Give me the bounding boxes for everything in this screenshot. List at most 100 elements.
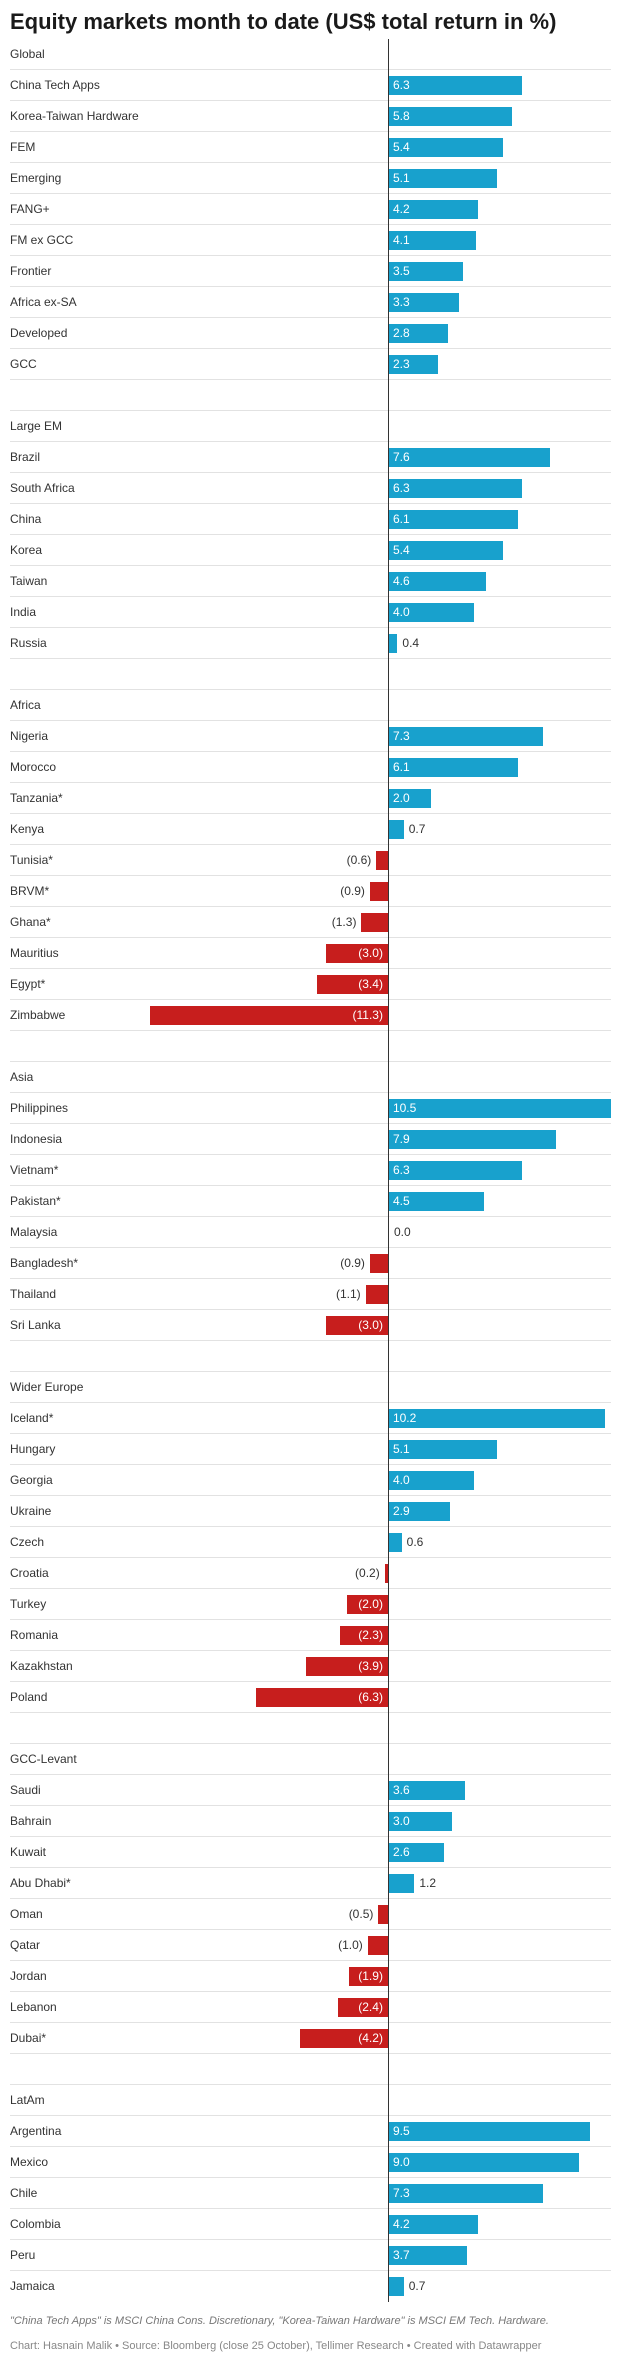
bar-taiwan	[388, 572, 487, 591]
bar-row-czech: Czech 0.6	[0, 1527, 620, 1558]
bar-jamaica	[388, 2277, 404, 2296]
row-label-thailand: Thailand	[10, 1287, 57, 1301]
value-label-argentina: 9.5	[392, 2124, 410, 2138]
bar-korea	[388, 541, 504, 560]
bar-row-dubai: Dubai* (4.2)	[0, 2023, 620, 2054]
bar-row-georgia: Georgia 4.0	[0, 1465, 620, 1496]
row-label-zimbabwe: Zimbabwe	[10, 1008, 66, 1022]
value-label-frontier: 3.5	[392, 264, 410, 278]
value-label-morocco: 6.1	[392, 760, 410, 774]
bar-row-south-africa: South Africa 6.3	[0, 473, 620, 504]
value-label-iceland: 10.2	[392, 1411, 417, 1425]
spacer-row	[0, 2054, 620, 2085]
bar-jordan	[348, 1967, 389, 1986]
row-label-tunisia: Tunisia*	[10, 853, 53, 867]
row-label-nigeria: Nigeria	[10, 729, 49, 743]
chart-notes: "China Tech Apps" is MSCI China Cons. Di…	[10, 2315, 549, 2327]
row-label-croatia: Croatia	[10, 1566, 49, 1580]
bar-row-mexico: Mexico 9.0	[0, 2147, 620, 2178]
bar-row-qatar: Qatar (1.0)	[0, 1930, 620, 1961]
bar-iceland	[388, 1409, 605, 1428]
bar-peru	[388, 2246, 468, 2265]
bar-georgia	[388, 1471, 474, 1490]
group-header-asia: Asia	[10, 1070, 34, 1084]
bar-frontier	[388, 262, 463, 281]
row-label-emerging: Emerging	[10, 171, 62, 185]
bar-zimbabwe	[150, 1006, 389, 1025]
bar-row-colombia: Colombia 4.2	[0, 2209, 620, 2240]
group-header-latam: LatAm	[10, 2093, 45, 2107]
value-label-emerging: 5.1	[392, 171, 410, 185]
value-label-fang: 4.2	[392, 202, 410, 216]
bar-row-romania: Romania (2.3)	[0, 1620, 620, 1651]
value-label-romania: (2.3)	[358, 1628, 383, 1642]
bar-romania	[340, 1626, 389, 1645]
row-label-argentina: Argentina	[10, 2124, 62, 2138]
bar-row-hungary: Hungary 5.1	[0, 1434, 620, 1465]
bar-row-china-tech-apps: China Tech Apps 6.3	[0, 70, 620, 101]
value-label-mexico: 9.0	[392, 2155, 410, 2169]
value-label-africa-ex-sa: 3.3	[392, 295, 410, 309]
bar-row-indonesia: Indonesia 7.9	[0, 1124, 620, 1155]
bar-row-fang: FANG+ 4.2	[0, 194, 620, 225]
bar-africa-ex-sa	[388, 293, 459, 312]
value-label-tunisia: (0.6)	[346, 853, 372, 867]
value-label-croatia: (0.2)	[355, 1566, 380, 1580]
bar-croatia	[384, 1564, 389, 1583]
bar-row-vietnam: Vietnam* 6.3	[0, 1155, 620, 1186]
bar-row-russia: Russia 0.4	[0, 628, 620, 659]
row-label-gcc: GCC	[10, 357, 37, 371]
bar-row-nigeria: Nigeria 7.3	[0, 721, 620, 752]
bar-row-korea-taiwan-hardware: Korea-Taiwan Hardware 5.8	[0, 101, 620, 132]
bar-argentina	[388, 2122, 590, 2141]
value-label-bahrain: 3.0	[392, 1814, 410, 1828]
row-label-china-tech-apps: China Tech Apps	[10, 78, 100, 92]
row-label-colombia: Colombia	[10, 2217, 61, 2231]
value-label-vietnam: 6.3	[392, 1163, 410, 1177]
row-label-iceland: Iceland*	[10, 1411, 54, 1425]
value-label-fm-ex-gcc: 4.1	[392, 233, 410, 247]
bar-brazil	[388, 448, 550, 467]
bar-row-tunisia: Tunisia* (0.6)	[0, 845, 620, 876]
row-label-saudi: Saudi	[10, 1783, 41, 1797]
chart-rows: Global China Tech Apps 6.3 Korea-Taiwan Har…	[0, 39, 620, 2302]
value-label-turkey: (2.0)	[358, 1597, 383, 1611]
bar-bahrain	[388, 1812, 453, 1831]
value-label-tanzania: 2.0	[392, 791, 410, 805]
bar-mauritius	[325, 944, 389, 963]
row-label-indonesia: Indonesia	[10, 1132, 63, 1146]
bar-row-korea: Korea 5.4	[0, 535, 620, 566]
bar-philippines	[388, 1099, 611, 1118]
bar-china	[388, 510, 518, 529]
bar-row-pakistan: Pakistan* 4.5	[0, 1186, 620, 1217]
bar-vietnam	[388, 1161, 523, 1180]
row-label-developed: Developed	[10, 326, 68, 340]
row-label-kenya: Kenya	[10, 822, 45, 836]
row-label-morocco: Morocco	[10, 760, 57, 774]
value-label-sri-lanka: (3.0)	[358, 1318, 383, 1332]
row-label-korea: Korea	[10, 543, 43, 557]
bar-gcc	[388, 355, 438, 374]
row-label-turkey: Turkey	[10, 1597, 47, 1611]
bar-row-croatia: Croatia (0.2)	[0, 1558, 620, 1589]
bar-indonesia	[388, 1130, 556, 1149]
bar-fm-ex-gcc	[388, 231, 476, 250]
bar-south-africa	[388, 479, 523, 498]
row-label-fm-ex-gcc: FM ex GCC	[10, 233, 74, 247]
bar-row-turkey: Turkey (2.0)	[0, 1589, 620, 1620]
value-label-peru: 3.7	[392, 2248, 410, 2262]
row-label-peru: Peru	[10, 2248, 36, 2262]
row-label-czech: Czech	[10, 1535, 45, 1549]
row-label-lebanon: Lebanon	[10, 2000, 57, 2014]
value-label-korea: 5.4	[392, 543, 410, 557]
value-label-egypt: (3.4)	[358, 977, 383, 991]
bar-tunisia	[376, 851, 389, 870]
row-label-taiwan: Taiwan	[10, 574, 48, 588]
group-header-large-em: Large EM	[10, 419, 63, 433]
bar-row-lebanon: Lebanon (2.4)	[0, 1992, 620, 2023]
bar-row-oman: Oman (0.5)	[0, 1899, 620, 1930]
bar-mexico	[388, 2153, 580, 2172]
spacer-row	[0, 1713, 620, 1744]
bar-saudi	[388, 1781, 466, 1800]
value-label-brvm: (0.9)	[340, 884, 365, 898]
